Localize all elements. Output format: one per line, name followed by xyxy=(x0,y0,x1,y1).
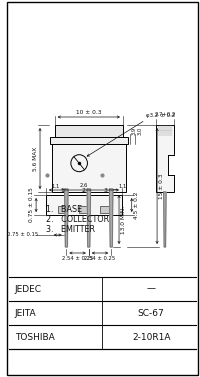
Text: JEDEC: JEDEC xyxy=(15,285,42,294)
Text: 1.   BASE: 1. BASE xyxy=(46,205,82,214)
Bar xyxy=(52,144,126,192)
Polygon shape xyxy=(65,189,68,247)
Text: 2: 2 xyxy=(82,188,86,193)
Bar xyxy=(100,206,110,213)
Text: 3.9: 3.9 xyxy=(132,127,137,135)
Text: SC-67: SC-67 xyxy=(138,308,165,317)
Bar xyxy=(156,125,174,192)
Polygon shape xyxy=(168,155,174,175)
Bar xyxy=(58,206,67,213)
Bar xyxy=(79,206,89,213)
Text: 2.54 ± 0.25: 2.54 ± 0.25 xyxy=(84,256,116,261)
Bar xyxy=(55,125,123,137)
Text: TOSHIBA: TOSHIBA xyxy=(15,333,54,342)
Text: 13.0 MIN.: 13.0 MIN. xyxy=(121,205,126,234)
Text: 0.75 ± 0.15: 0.75 ± 0.15 xyxy=(7,233,38,238)
Text: φ3.2 ± 0.2: φ3.2 ± 0.2 xyxy=(146,113,176,118)
Text: 3.0: 3.0 xyxy=(138,127,143,135)
Text: 15 ± 0.3: 15 ± 0.3 xyxy=(159,173,164,199)
Bar xyxy=(50,137,128,144)
Text: 2.54 ± 0.25: 2.54 ± 0.25 xyxy=(62,256,93,261)
Text: 5.6 MAX: 5.6 MAX xyxy=(33,146,38,171)
Text: 1: 1 xyxy=(61,188,64,193)
Text: 3: 3 xyxy=(103,188,107,193)
Polygon shape xyxy=(110,189,113,247)
Text: —: — xyxy=(147,285,156,294)
Text: 3.   EMITTER: 3. EMITTER xyxy=(46,225,95,234)
Bar xyxy=(46,195,122,215)
Text: 2.6: 2.6 xyxy=(80,183,88,188)
Text: 2.   COLLECTOR: 2. COLLECTOR xyxy=(46,215,109,224)
Text: 1.1: 1.1 xyxy=(118,184,126,190)
Text: 2.7+0.2: 2.7+0.2 xyxy=(154,112,176,117)
Text: 0.75 ± 0.15: 0.75 ± 0.15 xyxy=(29,188,34,222)
Text: 10 ± 0.3: 10 ± 0.3 xyxy=(76,110,102,115)
Text: 2-10R1A: 2-10R1A xyxy=(132,333,170,342)
Text: 1.1: 1.1 xyxy=(51,184,60,190)
Text: 4.5 ± 0.2: 4.5 ± 0.2 xyxy=(134,191,139,219)
Text: JEITA: JEITA xyxy=(15,308,36,317)
Polygon shape xyxy=(87,189,91,247)
Polygon shape xyxy=(164,192,166,247)
